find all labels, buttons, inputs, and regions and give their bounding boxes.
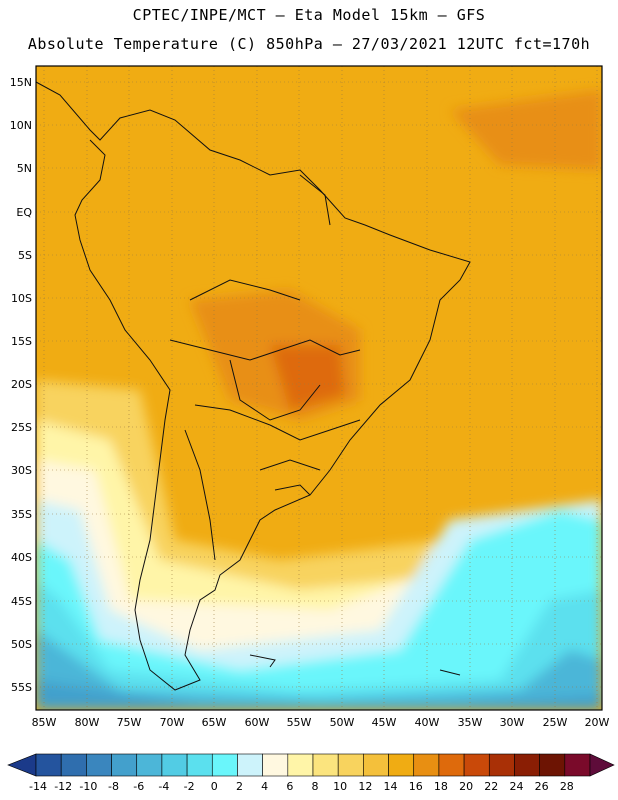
lon-label: 25W: [543, 716, 568, 729]
lat-label: 55S: [11, 681, 32, 694]
colorbar-swatch: [86, 753, 112, 777]
colorbar-label: -10: [79, 780, 97, 793]
lat-label: 35S: [11, 508, 32, 521]
lat-label: 25S: [11, 421, 32, 434]
lat-label: 10S: [11, 292, 32, 305]
colorbar-swatch-max: [589, 753, 615, 777]
temperature-field: [36, 66, 602, 710]
lat-label: EQ: [16, 206, 32, 219]
colorbar-swatch: [564, 753, 591, 777]
lat-label: 30S: [11, 464, 32, 477]
lon-label: 55W: [287, 716, 312, 729]
colorbar: -14 -12 -10 -8 -6 -4 -2 0 2 4 6 8 10 12 14 16 18 20 22 24 26…: [7, 753, 615, 793]
lat-label: 5S: [18, 249, 32, 262]
lat-label: 45S: [11, 595, 32, 608]
colorbar-swatch: [186, 753, 213, 777]
grid-lines: [36, 66, 602, 710]
colorbar-label: 8: [312, 780, 319, 793]
lat-label: 15S: [11, 335, 32, 348]
lon-label: 75W: [117, 716, 142, 729]
colorbar-label: 28: [560, 780, 574, 793]
lon-label: 35W: [458, 716, 483, 729]
colorbar-swatch: [262, 753, 289, 777]
lon-label: 40W: [415, 716, 440, 729]
coastline: [36, 81, 471, 691]
lat-label: 10N: [10, 119, 32, 132]
map-title-line-2: Absolute Temperature (C) 850hPa – 27/03/…: [27, 35, 591, 53]
lon-label: 80W: [75, 716, 100, 729]
colorbar-swatch: [514, 753, 540, 777]
latitude-labels: 15N 10N 5N EQ 5S 10S 15S 20S 25S 30S 35S…: [10, 76, 33, 694]
colorbar-label: 26: [535, 780, 549, 793]
colorbar-swatch: [161, 753, 188, 777]
colorbar-label: 10: [333, 780, 347, 793]
colorbar-swatch: [388, 753, 415, 777]
colorbar-swatch: [111, 753, 138, 777]
map-frame: [35, 65, 603, 711]
colorbar-swatch: [35, 753, 62, 777]
colorbar-label: 16: [409, 780, 423, 793]
colorbar-label: -8: [108, 780, 119, 793]
colorbar-swatch: [312, 753, 339, 777]
colorbar-label: 2: [236, 780, 243, 793]
colorbar-swatch: [539, 753, 566, 777]
colorbar-label: 24: [509, 780, 523, 793]
lon-label: 30W: [500, 716, 525, 729]
colorbar-swatch-min: [7, 753, 37, 777]
colorbar-swatch: [136, 753, 163, 777]
colorbar-label: 6: [286, 780, 293, 793]
lat-label: 40S: [11, 551, 32, 564]
colorbar-swatch: [438, 753, 465, 777]
lon-label: 60W: [245, 716, 270, 729]
colorbar-swatch: [363, 753, 389, 777]
colorbar-labels: -14 -12 -10 -8 -6 -4 -2 0 2 4 6 8 10 12 14 16 18 20 22 24 26…: [29, 780, 574, 793]
lon-label: 20W: [585, 716, 610, 729]
longitude-labels: 85W 80W 75W 70W 65W 60W 55W 50W 45W 40W …: [32, 716, 610, 729]
colorbar-label: -6: [133, 780, 144, 793]
colorbar-label: -4: [158, 780, 169, 793]
lat-label: 15N: [10, 76, 32, 89]
colorbar-swatch: [337, 753, 364, 777]
colorbar-swatch: [237, 753, 263, 777]
lat-label: 20S: [11, 378, 32, 391]
colorbar-label: 22: [484, 780, 498, 793]
map-title-line-1: CPTEC/INPE/MCT – Eta Model 15km – GFS: [132, 6, 486, 24]
colorbar-label: 18: [434, 780, 448, 793]
lon-label: 45W: [372, 716, 397, 729]
colorbar-label: 20: [459, 780, 473, 793]
lon-label: 65W: [202, 716, 227, 729]
lat-label: 5N: [17, 162, 32, 175]
colorbar-swatch: [287, 753, 314, 777]
colorbar-swatch: [211, 753, 238, 777]
colorbar-swatches: [7, 753, 615, 777]
colorbar-swatch: [488, 753, 515, 777]
colorbar-swatch: [60, 753, 87, 777]
colorbar-label: 0: [211, 780, 218, 793]
lat-label: 50S: [11, 638, 32, 651]
colorbar-label: 14: [384, 780, 398, 793]
lon-label: 50W: [330, 716, 355, 729]
colorbar-label: 12: [358, 780, 372, 793]
colorbar-label: -12: [54, 780, 72, 793]
colorbar-label: -2: [184, 780, 195, 793]
colorbar-label: -14: [29, 780, 47, 793]
colorbar-swatch: [463, 753, 490, 777]
lon-label: 85W: [32, 716, 57, 729]
lon-label: 70W: [160, 716, 185, 729]
colorbar-label: 4: [261, 780, 268, 793]
colorbar-swatch: [413, 753, 440, 777]
